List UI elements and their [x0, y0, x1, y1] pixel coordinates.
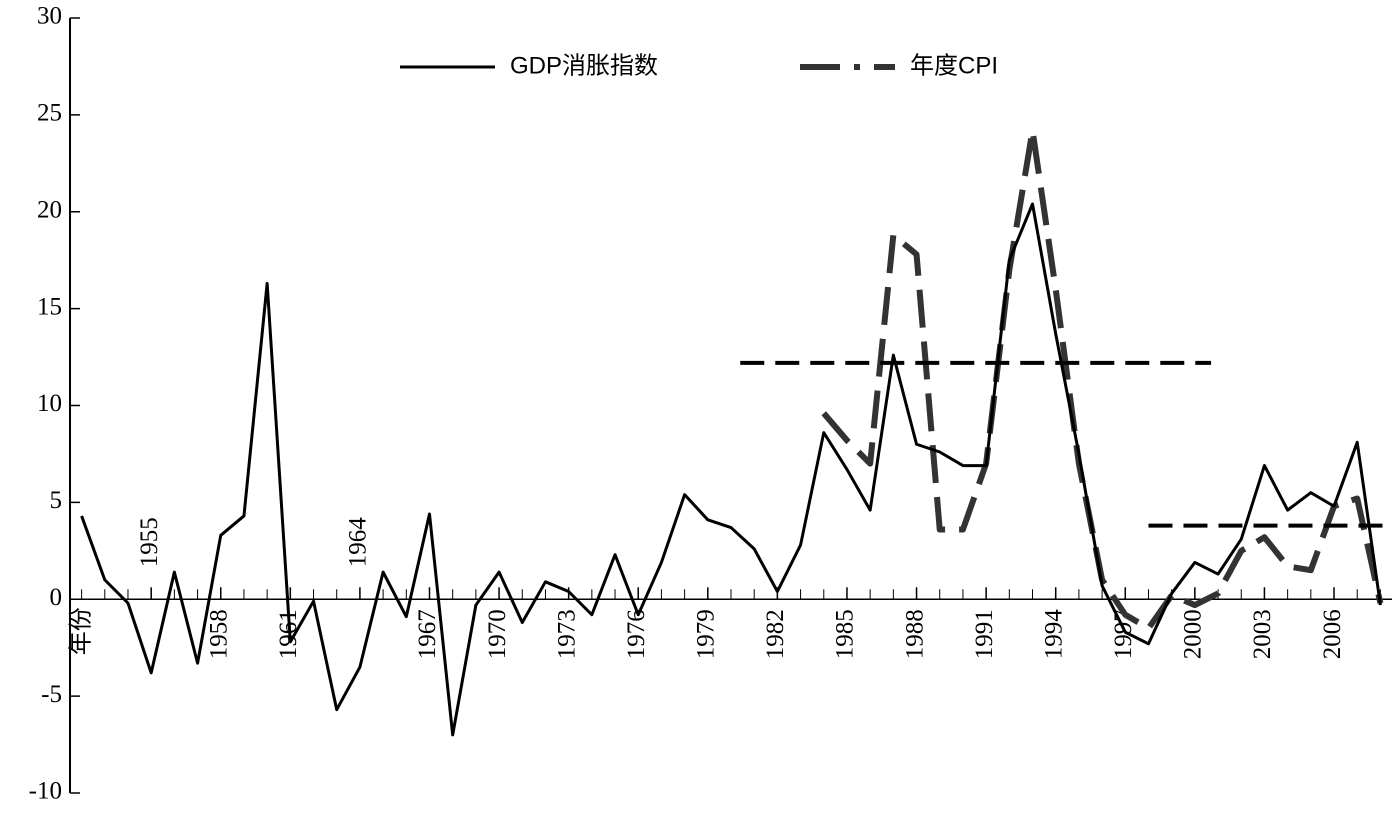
x-tick-label: 1991	[971, 609, 998, 659]
legend: GDP消胀指数 年度CPI	[400, 52, 998, 79]
x-tick-label: 2000	[1180, 609, 1207, 659]
x-tick-label: 1973	[553, 609, 580, 659]
x-tick-label: 1985	[832, 609, 859, 659]
y-tick-label: 30	[37, 3, 62, 30]
series-line	[80, 202, 1382, 737]
y-tick-label: 10	[37, 390, 62, 417]
x-tick-label: 1988	[901, 609, 928, 659]
y-tick-label: -10	[29, 778, 62, 805]
x-tick-label: 1970	[484, 609, 511, 659]
x-tick-label: 1994	[1040, 609, 1067, 660]
y-tick-label: 20	[37, 196, 62, 223]
x-tick-label: 2003	[1249, 609, 1276, 659]
legend-label: GDP消胀指数	[510, 52, 658, 79]
x-axis-label: 年份	[67, 607, 95, 655]
x-tick-label: 1964	[345, 517, 372, 568]
x-tick-label: 1967	[414, 609, 441, 659]
x-tick-label: 1982	[762, 609, 789, 659]
x-tick-label: 2006	[1319, 609, 1346, 659]
y-tick-label: 25	[37, 100, 62, 127]
y-tick-label: 5	[50, 487, 63, 514]
y-tick-label: -5	[41, 681, 62, 708]
x-tick-label: 1958	[205, 609, 232, 659]
legend-label: 年度CPI	[910, 52, 998, 79]
series-line	[821, 127, 1384, 632]
x-tick-label: 1976	[623, 609, 650, 659]
x-tick-label: 1955	[136, 517, 163, 567]
y-tick-label: 0	[50, 584, 63, 611]
x-tick-label: 1979	[693, 609, 720, 659]
y-tick-label: 15	[37, 293, 62, 320]
